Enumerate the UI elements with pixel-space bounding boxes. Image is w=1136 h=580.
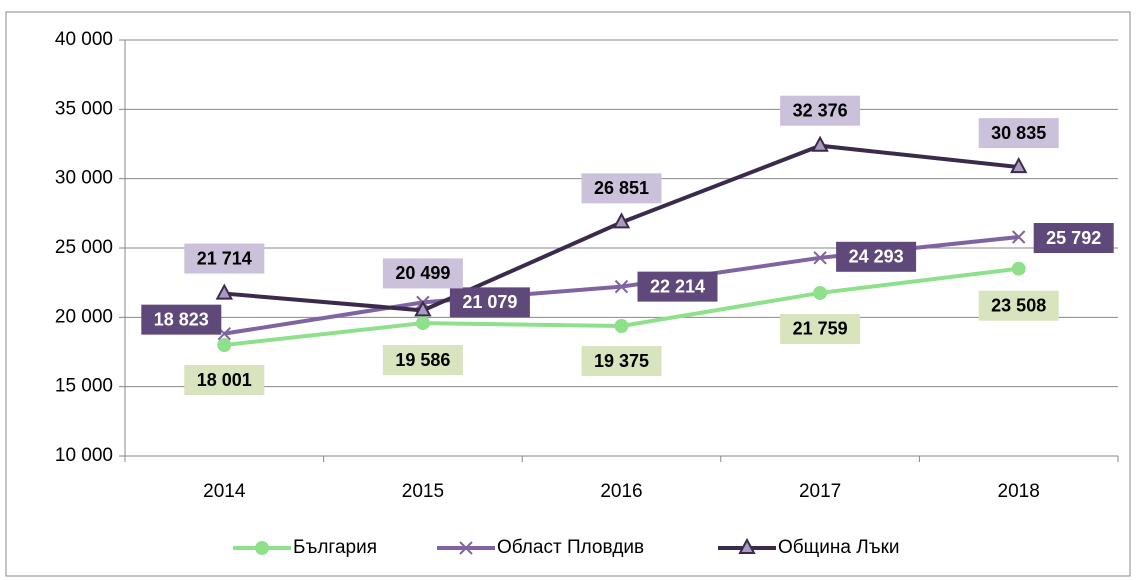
y-tick-label: 25 000 bbox=[55, 237, 113, 258]
y-tick-label: 15 000 bbox=[55, 376, 113, 397]
value-label: 19 375 bbox=[594, 351, 649, 371]
marker bbox=[415, 316, 430, 331]
x-tick-label: 2018 bbox=[998, 481, 1040, 502]
value-label: 21 759 bbox=[793, 319, 848, 339]
value-label-box bbox=[836, 241, 917, 272]
y-tick-label: 10 000 bbox=[55, 445, 113, 466]
value-label-box bbox=[978, 290, 1059, 321]
x-tick-label: 2017 bbox=[799, 481, 841, 502]
value-label-box bbox=[141, 304, 222, 335]
marker bbox=[811, 135, 829, 152]
value-label: 22 214 bbox=[650, 276, 705, 296]
value-label-box bbox=[637, 271, 718, 302]
value-label-box bbox=[184, 243, 265, 274]
marker bbox=[215, 283, 233, 300]
value-label-box bbox=[978, 118, 1059, 149]
value-label-box bbox=[382, 345, 463, 376]
x-tick-label: 2016 bbox=[600, 481, 642, 502]
value-label: 21 079 bbox=[462, 292, 517, 312]
legend-label: Община Лъки bbox=[778, 537, 900, 558]
value-label: 19 586 bbox=[395, 350, 450, 370]
value-label-box bbox=[780, 95, 861, 126]
value-label: 24 293 bbox=[849, 247, 904, 267]
value-label: 26 851 bbox=[594, 178, 649, 198]
value-label: 25 792 bbox=[1046, 228, 1101, 248]
x-tick-label: 2014 bbox=[203, 481, 246, 502]
y-tick-label: 30 000 bbox=[55, 168, 113, 189]
chart-frame bbox=[5, 11, 1131, 577]
marker bbox=[813, 251, 827, 265]
value-label-box bbox=[1033, 223, 1114, 254]
marker bbox=[1011, 261, 1026, 276]
legend-label: България bbox=[293, 537, 377, 558]
y-tick-label: 40 000 bbox=[55, 29, 113, 50]
marker bbox=[1011, 230, 1026, 244]
value-label: 23 508 bbox=[991, 295, 1046, 315]
y-tick-label: 20 000 bbox=[55, 306, 113, 327]
value-label: 30 835 bbox=[991, 123, 1046, 143]
value-label: 18 001 bbox=[197, 370, 252, 390]
marker bbox=[1010, 156, 1028, 174]
marker bbox=[614, 279, 629, 294]
value-label-box bbox=[184, 365, 265, 396]
x-tick-label: 2015 bbox=[402, 481, 444, 502]
legend-label: Област Пловдив bbox=[497, 537, 644, 558]
y-tick-label: 35 000 bbox=[55, 98, 113, 119]
marker bbox=[255, 541, 269, 555]
value-label-box bbox=[780, 313, 861, 344]
value-label: 21 714 bbox=[197, 248, 252, 268]
value-label: 32 376 bbox=[793, 100, 848, 120]
marker bbox=[612, 212, 631, 229]
value-label-box bbox=[449, 287, 530, 318]
marker bbox=[738, 537, 756, 554]
value-label: 20 499 bbox=[395, 263, 450, 283]
marker bbox=[813, 285, 828, 300]
value-label: 18 823 bbox=[154, 309, 209, 329]
marker bbox=[459, 541, 473, 555]
marker bbox=[614, 319, 629, 333]
value-label-box bbox=[382, 258, 463, 289]
marker bbox=[414, 300, 432, 317]
value-label-box bbox=[581, 346, 662, 376]
marker bbox=[217, 338, 232, 353]
value-label-box bbox=[581, 173, 662, 204]
